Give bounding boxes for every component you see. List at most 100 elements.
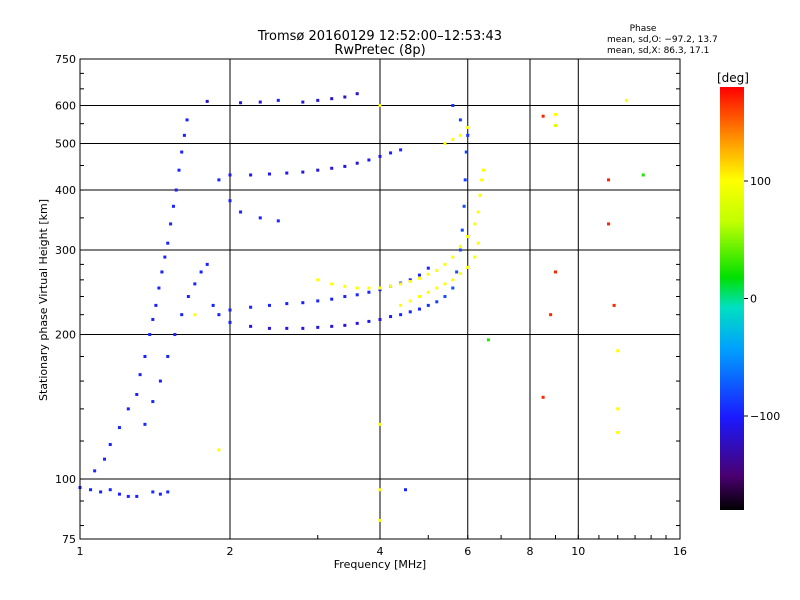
data-point	[355, 92, 359, 96]
colorbar	[720, 87, 744, 510]
x-tick-label: 16	[673, 545, 687, 558]
data-point	[135, 393, 139, 397]
data-point	[408, 299, 412, 303]
data-point	[330, 324, 334, 328]
data-point	[451, 137, 455, 141]
data-point	[458, 248, 462, 252]
data-point	[451, 104, 455, 108]
data-point	[443, 142, 447, 146]
data-point	[285, 171, 289, 175]
data-point	[460, 228, 464, 232]
data-point	[171, 204, 175, 208]
data-point	[267, 326, 271, 330]
data-point	[239, 210, 243, 214]
data-point	[378, 154, 382, 158]
data-point	[228, 199, 232, 203]
plot-frame	[79, 58, 681, 540]
data-point	[285, 302, 289, 306]
data-point	[316, 98, 320, 102]
data-point	[267, 172, 271, 176]
data-point	[443, 295, 447, 299]
y-tick-label: 200	[55, 329, 76, 342]
data-point	[443, 282, 447, 286]
data-point	[228, 320, 232, 324]
data-point	[117, 426, 121, 430]
chart-title-line2: RwPretec (8p)	[334, 43, 425, 58]
data-point	[553, 124, 557, 128]
data-point	[399, 282, 403, 286]
data-point	[480, 178, 484, 182]
data-point	[143, 422, 147, 426]
data-point	[285, 326, 289, 330]
data-point	[408, 279, 412, 283]
data-point	[473, 222, 477, 226]
data-point	[463, 178, 467, 182]
data-point	[163, 255, 167, 259]
data-point	[355, 321, 359, 325]
data-point	[126, 407, 130, 411]
data-point	[612, 303, 616, 307]
data-point	[108, 443, 112, 447]
data-point	[466, 265, 470, 269]
data-point	[151, 317, 155, 321]
data-point	[186, 295, 190, 299]
y-tick-labels: 75 100 200 300 400 500 600 750	[55, 53, 76, 546]
data-point	[316, 168, 320, 172]
data-point	[205, 99, 209, 103]
data-point	[217, 178, 221, 182]
data-point	[476, 210, 480, 214]
data-point	[343, 295, 347, 299]
data-point	[367, 319, 371, 323]
data-point	[249, 173, 253, 177]
data-point	[343, 164, 347, 168]
data-point	[151, 400, 155, 404]
data-point	[355, 293, 359, 297]
data-point	[157, 286, 161, 290]
data-point	[177, 168, 181, 172]
data-point	[343, 323, 347, 327]
colorbar-label: [deg]	[717, 71, 749, 85]
data-point	[276, 98, 280, 102]
data-point	[549, 313, 553, 317]
data-point	[301, 170, 305, 174]
data-point	[343, 284, 347, 288]
data-point	[435, 286, 439, 290]
data-point	[399, 303, 403, 307]
data-point	[451, 286, 455, 290]
data-point	[199, 270, 203, 274]
data-point	[99, 490, 103, 494]
x-axis-label: Frequency [MHz]	[334, 558, 426, 571]
data-point	[180, 150, 184, 154]
data-point	[378, 288, 382, 292]
data-point	[378, 104, 382, 108]
data-point	[389, 151, 393, 155]
data-point	[462, 204, 466, 208]
y-tick-label: 400	[55, 184, 76, 197]
data-point	[403, 488, 407, 492]
data-point	[166, 490, 170, 494]
data-point	[276, 219, 280, 223]
data-point	[330, 297, 334, 301]
data-point	[451, 278, 455, 282]
phase-mean-o: mean, sd,O: −97.2, 13.7	[607, 35, 718, 45]
data-point	[378, 518, 382, 522]
data-point	[466, 125, 470, 129]
data-point	[378, 422, 382, 426]
data-point	[417, 295, 421, 299]
data-point	[408, 310, 412, 314]
data-point	[408, 278, 412, 282]
y-tick-label: 75	[62, 533, 76, 546]
data-point	[180, 313, 184, 317]
data-point	[258, 216, 262, 220]
data-point	[158, 379, 162, 383]
data-point	[389, 284, 393, 288]
data-point	[301, 100, 305, 104]
data-point	[464, 150, 468, 154]
data-point	[249, 305, 253, 309]
data-point	[541, 114, 545, 118]
data-point	[158, 492, 162, 496]
data-point	[426, 272, 430, 276]
y-tick-label: 500	[55, 138, 76, 151]
phase-heading: Phase	[630, 24, 657, 34]
